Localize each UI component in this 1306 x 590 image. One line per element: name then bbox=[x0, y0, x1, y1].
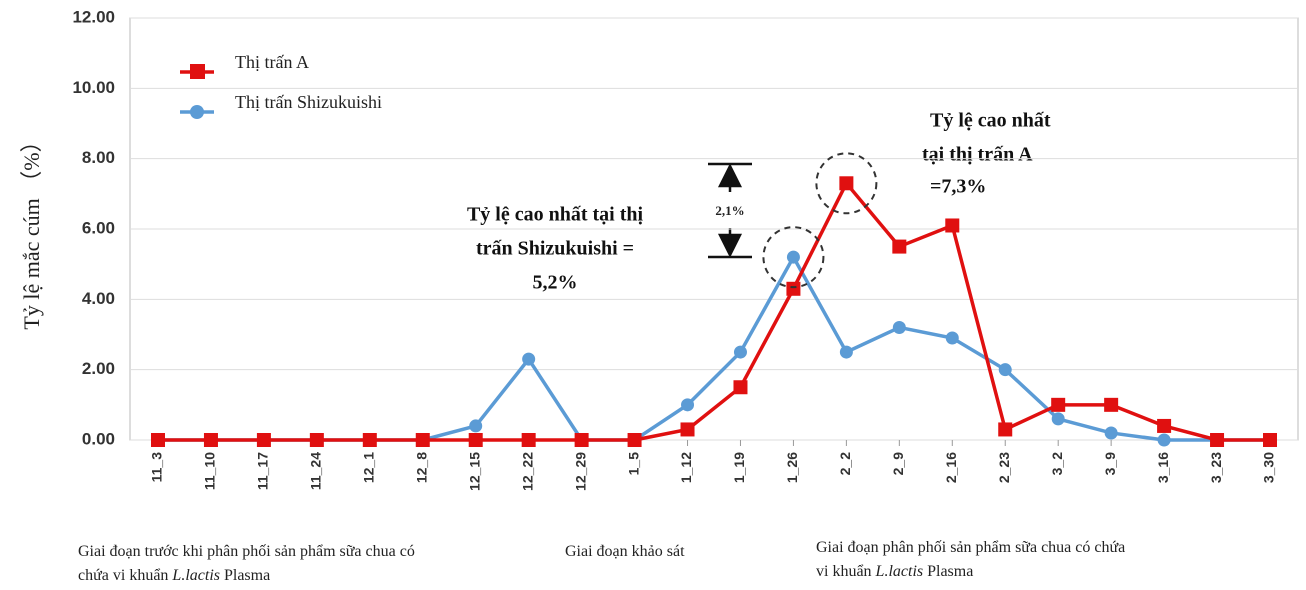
x-tick-label: 1_26 bbox=[784, 452, 800, 483]
data-point bbox=[892, 239, 907, 254]
data-point bbox=[256, 433, 271, 447]
y-tick-label: 4.00 bbox=[82, 289, 115, 308]
annotation: Tỷ lệ cao nhất tại thị bbox=[467, 204, 644, 226]
data-point bbox=[1157, 418, 1172, 433]
annotation: =7,3% bbox=[930, 176, 986, 198]
legend-marker bbox=[190, 64, 205, 79]
data-point bbox=[786, 250, 800, 264]
x-tick-label: 11_3 bbox=[149, 452, 165, 483]
note-text: vi khuẩn bbox=[816, 563, 876, 580]
x-tick-label: 3_23 bbox=[1208, 452, 1224, 483]
data-point bbox=[203, 433, 218, 447]
x-tick-label: 12_15 bbox=[466, 452, 482, 491]
x-tick-label: 2_9 bbox=[890, 452, 906, 476]
x-tick-label: 12_29 bbox=[572, 452, 588, 491]
data-point bbox=[627, 433, 642, 447]
notes: Giai đoạn trước khi phân phối sản phẩm s… bbox=[78, 539, 1125, 584]
note-text: L.lactis bbox=[875, 563, 924, 580]
annotation: 5,2% bbox=[533, 272, 578, 294]
data-point bbox=[574, 433, 589, 447]
peak-highlight bbox=[815, 152, 878, 215]
legend-marker bbox=[190, 105, 204, 119]
x-tick-label: 1_5 bbox=[625, 452, 641, 476]
data-point bbox=[998, 363, 1012, 377]
legend-label: Thị trấn Shizukuishi bbox=[235, 92, 382, 112]
data-point bbox=[733, 380, 748, 395]
data-point bbox=[786, 281, 801, 296]
data-point bbox=[151, 433, 165, 447]
note-text: Giai đoạn trước khi phân phối sản phẩm s… bbox=[78, 543, 415, 560]
data-point bbox=[1051, 397, 1066, 412]
y-tick-label: 10.00 bbox=[72, 78, 115, 97]
data-point bbox=[469, 419, 483, 433]
data-point bbox=[681, 398, 695, 412]
x-tick-label: 1_12 bbox=[678, 452, 694, 483]
data-point bbox=[892, 320, 906, 334]
data-point bbox=[1263, 433, 1277, 447]
x-tick-label: 2_2 bbox=[837, 452, 853, 476]
data-point bbox=[1157, 433, 1171, 447]
legend-label: Thị trấn A bbox=[235, 52, 309, 72]
data-point bbox=[522, 352, 536, 366]
data-point bbox=[415, 433, 430, 447]
x-tick-label: 11_24 bbox=[308, 452, 324, 490]
y-tick-label: 0.00 bbox=[82, 429, 115, 448]
note-line: chứa vi khuẩn L.lactis Plasma bbox=[78, 567, 270, 584]
annotation: tại thị trấn A bbox=[922, 144, 1033, 166]
data-point bbox=[839, 176, 854, 191]
x-tick-label: 3_30 bbox=[1261, 452, 1277, 483]
data-point bbox=[468, 433, 483, 447]
data-point bbox=[945, 331, 959, 345]
data-point bbox=[998, 422, 1013, 437]
x-tick-label: 3_9 bbox=[1102, 452, 1118, 476]
data-point bbox=[309, 433, 324, 447]
data-point bbox=[1210, 433, 1225, 447]
x-tick-label: 11_10 bbox=[202, 452, 218, 490]
x-tick-label: 2_23 bbox=[996, 452, 1012, 483]
x-tick-label: 3_2 bbox=[1049, 452, 1065, 476]
data-point bbox=[839, 345, 853, 359]
data-point bbox=[521, 433, 536, 447]
note-text: Plasma bbox=[220, 567, 270, 584]
y-tick-label: 6.00 bbox=[82, 218, 115, 237]
annotation: Tỷ lệ cao nhất bbox=[930, 110, 1051, 132]
data-point bbox=[1051, 412, 1065, 426]
data-point bbox=[1104, 397, 1119, 412]
y-tick-label: 2.00 bbox=[82, 359, 115, 378]
series-line bbox=[158, 180, 1270, 442]
y-tick-label: 8.00 bbox=[82, 148, 115, 167]
note-line: Giai đoạn phân phối sản phẩm sữa chua có… bbox=[816, 539, 1125, 556]
note-line: vi khuẩn L.lactis Plasma bbox=[816, 563, 973, 580]
x-tick-label: 12_1 bbox=[361, 452, 377, 483]
data-point bbox=[945, 218, 960, 233]
x-tick-label: 1_19 bbox=[731, 452, 747, 483]
series-line bbox=[158, 253, 1270, 442]
note-text: L.lactis bbox=[171, 567, 220, 584]
peak-highlight bbox=[762, 226, 825, 289]
note-line: Giai đoạn trước khi phân phối sản phẩm s… bbox=[78, 543, 415, 560]
y-axis-label: Tỷ lệ mắc cúm （%） bbox=[19, 130, 44, 329]
note-text: Giai đoạn phân phối sản phẩm sữa chua có… bbox=[816, 539, 1125, 556]
y-tick-label: 12.00 bbox=[72, 7, 115, 26]
difference-label: 2,1% bbox=[715, 203, 744, 218]
data-point bbox=[680, 422, 695, 437]
data-point bbox=[733, 345, 747, 359]
annotation: trấn Shizukuishi = bbox=[476, 238, 634, 260]
note-text: Plasma bbox=[923, 563, 973, 580]
x-tick-label: 11_17 bbox=[255, 452, 271, 490]
data-point bbox=[362, 433, 377, 447]
note-text: Giai đoạn khảo sát bbox=[565, 543, 685, 560]
x-tick-label: 12_22 bbox=[519, 452, 535, 491]
x-tick-label: 2_16 bbox=[943, 452, 959, 483]
data-point bbox=[1104, 426, 1118, 440]
x-tick-label: 12_8 bbox=[413, 452, 429, 483]
difference-arrows bbox=[708, 162, 752, 259]
x-tick-label: 3_16 bbox=[1155, 452, 1171, 483]
note-text: chứa vi khuẩn bbox=[78, 567, 172, 584]
note-line: Giai đoạn khảo sát bbox=[565, 543, 685, 560]
